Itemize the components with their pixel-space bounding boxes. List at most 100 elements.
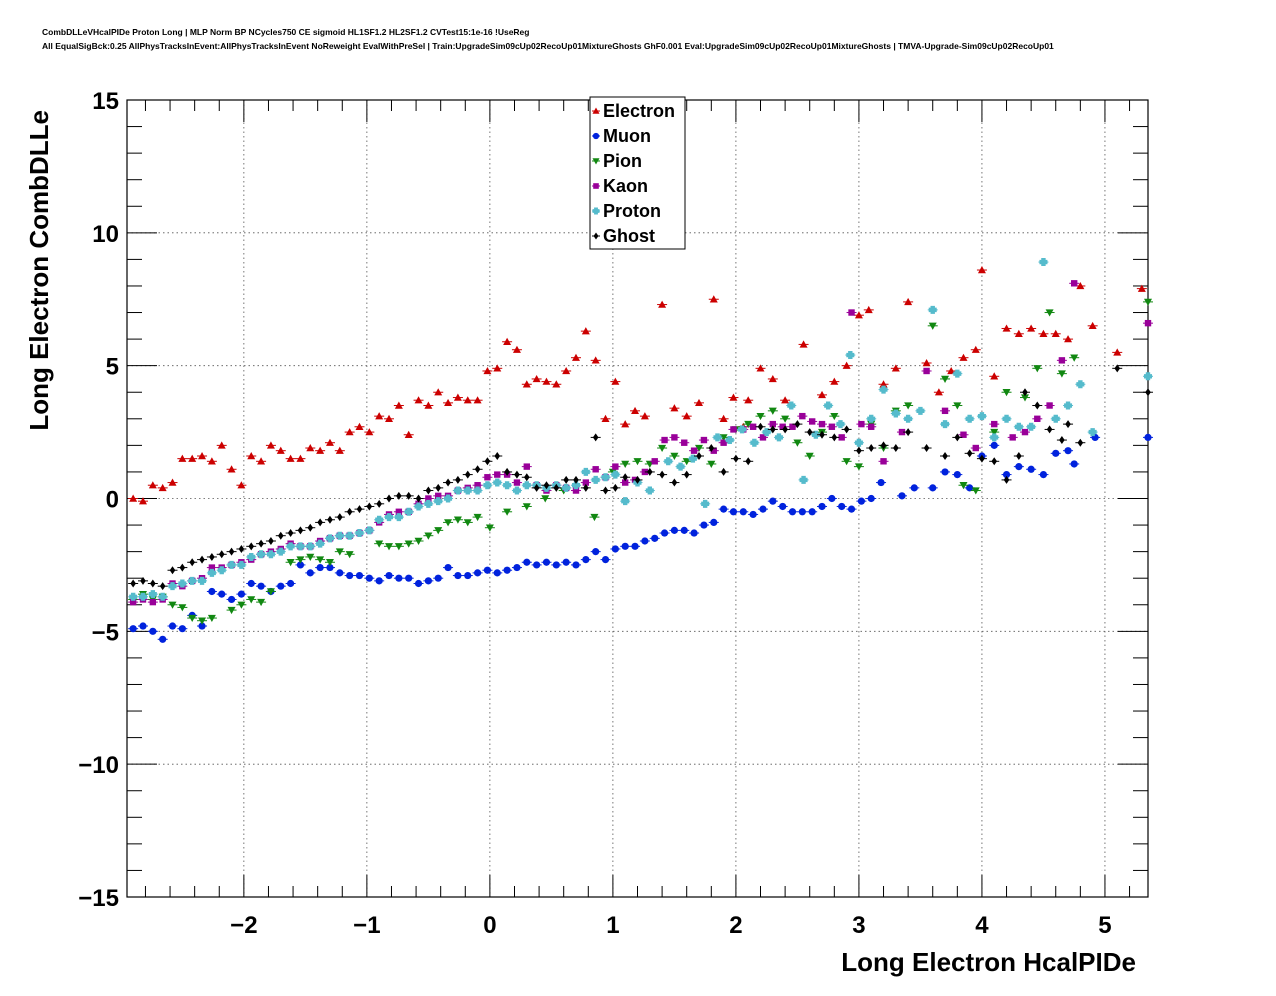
data-point — [1002, 389, 1011, 397]
data-point — [484, 474, 491, 481]
data-point — [366, 502, 373, 511]
data-point — [188, 614, 197, 623]
legend-entry: Ghost — [603, 226, 655, 246]
x-tick-label: −1 — [353, 912, 380, 939]
data-point — [247, 579, 255, 588]
data-point — [1064, 447, 1072, 455]
data-point — [1027, 422, 1036, 431]
data-point — [168, 478, 177, 486]
data-point — [1070, 354, 1079, 362]
data-point — [345, 551, 354, 559]
data-point — [941, 407, 949, 415]
data-point — [404, 430, 413, 438]
data-point — [463, 396, 472, 404]
data-point — [818, 420, 826, 428]
data-point — [707, 460, 716, 468]
data-point — [929, 484, 937, 492]
data-point — [207, 614, 216, 623]
data-point — [394, 543, 403, 551]
data-point — [1144, 372, 1153, 381]
data-point — [365, 574, 373, 582]
data-point — [237, 481, 246, 489]
data-point — [198, 451, 207, 460]
data-point — [228, 547, 235, 556]
data-point — [838, 502, 846, 511]
data-point — [739, 508, 747, 516]
data-point — [1076, 380, 1085, 389]
data-point — [959, 482, 968, 490]
data-point — [375, 540, 384, 548]
data-point — [729, 508, 738, 516]
data-point — [464, 470, 471, 479]
data-point — [1057, 370, 1066, 378]
data-point — [563, 475, 569, 484]
data-point — [1076, 281, 1085, 290]
data-point — [787, 401, 796, 410]
data-point — [405, 574, 413, 582]
data-point — [159, 635, 167, 643]
data-point — [444, 494, 453, 503]
data-point — [562, 366, 571, 375]
data-point — [788, 508, 797, 516]
data-point — [316, 539, 325, 548]
data-point — [848, 309, 855, 316]
data-point — [503, 481, 512, 490]
data-point — [227, 465, 236, 473]
data-point — [296, 556, 305, 564]
data-point — [150, 579, 156, 588]
data-point — [782, 425, 788, 434]
data-point — [541, 495, 550, 503]
data-point — [582, 556, 590, 564]
data-point — [700, 521, 708, 529]
data-point — [977, 266, 986, 274]
data-point — [725, 436, 734, 445]
x-tick-label: 1 — [606, 912, 619, 939]
data-point — [934, 388, 943, 396]
y-tick-label: −10 — [78, 752, 119, 779]
data-point — [1002, 324, 1011, 332]
data-point — [730, 426, 737, 433]
data-point — [854, 438, 863, 447]
data-point — [257, 550, 266, 559]
data-point — [237, 590, 246, 598]
data-point — [621, 479, 629, 486]
data-point — [867, 414, 876, 423]
data-point — [799, 475, 808, 484]
data-point — [824, 401, 833, 410]
series-electron — [128, 266, 1147, 505]
legend-entry: Muon — [603, 126, 651, 146]
data-point — [611, 470, 620, 479]
data-point — [1070, 280, 1078, 287]
data-point — [671, 478, 678, 487]
data-point — [483, 481, 492, 490]
data-point — [306, 553, 315, 561]
data-point — [622, 473, 628, 482]
series-ghost — [128, 364, 1153, 591]
data-point — [645, 486, 654, 495]
data-point — [641, 537, 649, 545]
data-point — [473, 569, 482, 577]
y-tick-label: 15 — [92, 88, 119, 115]
data-point — [838, 434, 845, 441]
data-point — [690, 447, 698, 454]
data-point — [365, 428, 374, 436]
data-point — [474, 482, 481, 489]
data-point — [798, 508, 806, 516]
data-point — [847, 505, 856, 513]
x-tick-label: 4 — [975, 912, 989, 939]
data-point — [591, 356, 600, 364]
data-point — [1022, 388, 1028, 397]
data-point — [661, 436, 668, 444]
data-point — [473, 486, 482, 495]
data-point — [573, 475, 579, 484]
data-point — [581, 467, 590, 476]
data-point — [533, 561, 541, 569]
data-point — [682, 458, 691, 466]
data-point — [591, 475, 600, 484]
data-point — [749, 423, 757, 430]
data-point — [904, 414, 913, 423]
data-point — [701, 499, 710, 508]
data-point — [621, 460, 630, 468]
data-point — [453, 393, 462, 401]
data-point — [990, 433, 999, 442]
